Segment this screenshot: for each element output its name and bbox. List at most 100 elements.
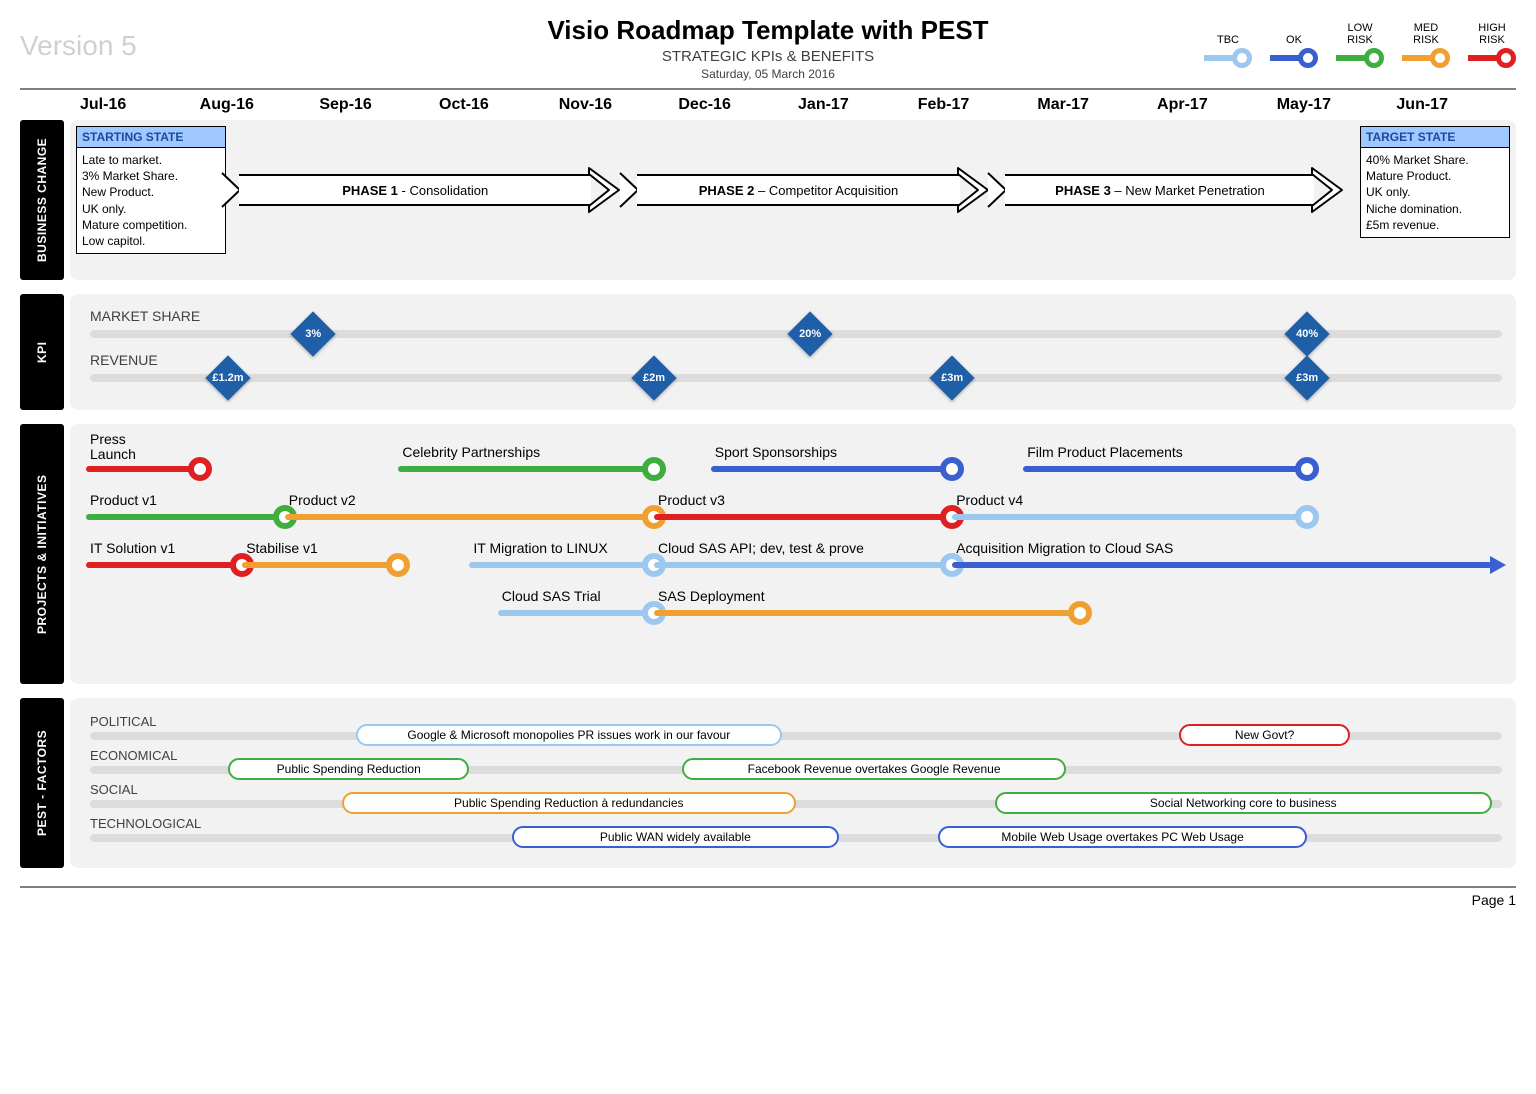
- lane-pest: PEST - FACTORS POLITICALGoogle & Microso…: [20, 698, 1516, 868]
- project-bar: [86, 466, 200, 472]
- header: Version 5 Visio Roadmap Template with PE…: [20, 10, 1516, 90]
- month-label: Oct-16: [439, 96, 559, 114]
- lane-business-change: BUSINESS CHANGE STARTING STATELate to ma…: [20, 120, 1516, 280]
- milestone-node: [940, 457, 964, 481]
- project-bar: [654, 514, 952, 520]
- legend-item: MEDRISK: [1402, 20, 1450, 70]
- roadmap-page: Version 5 Visio Roadmap Template with PE…: [0, 0, 1536, 928]
- lane-body-projects: PressLaunchCelebrity PartnershipsSport S…: [70, 424, 1516, 684]
- phase-label: PHASE 1 - Consolidation: [239, 174, 591, 206]
- project-bar-label: PressLaunch: [90, 432, 136, 463]
- project-bar: [654, 610, 1080, 616]
- pest-row: ECONOMICAL Public Spending Reduction Faceb…: [86, 746, 1506, 780]
- project-bar: [711, 466, 952, 472]
- kpi-diamond-value: £1.2m: [206, 356, 250, 400]
- pest-pill: New Govt?: [1179, 724, 1349, 746]
- project-row: IT Solution v1Stabilise v1IT Migration t…: [86, 534, 1506, 582]
- kpi-diamond: 40%: [1285, 312, 1329, 356]
- pest-pill: Public Spending Reduction à redundancies: [342, 792, 796, 814]
- legend-label: TBC: [1217, 20, 1239, 46]
- legend-item: LOWRISK: [1336, 20, 1384, 70]
- lane-label-pest: PEST - FACTORS: [20, 698, 64, 868]
- lane-body-kpi: MARKET SHARE3%20%40%REVENUE£1.2m£2m£3m£3…: [70, 294, 1516, 410]
- legend-mark: [1402, 46, 1450, 70]
- project-bar: [952, 562, 1492, 568]
- milestone-node: [642, 457, 666, 481]
- pest-pill: Public Spending Reduction: [228, 758, 469, 780]
- footer: Page 1: [20, 886, 1516, 908]
- month-label: Dec-16: [678, 96, 798, 114]
- project-bar-label: Stabilise v1: [246, 540, 318, 556]
- phase-arrow: PHASE 1 - Consolidation: [229, 168, 619, 212]
- month-label: May-17: [1277, 96, 1397, 114]
- month-header: Jul-16Aug-16Sep-16Oct-16Nov-16Dec-16Jan-…: [20, 90, 1516, 120]
- lane-label-business-change: BUSINESS CHANGE: [20, 120, 64, 280]
- pest-pill: Google & Microsoft monopolies PR issues …: [356, 724, 782, 746]
- project-bar-label: Product v2: [289, 492, 356, 508]
- project-bar: [952, 514, 1307, 520]
- target-state-body: 40% Market Share. Mature Product. UK onl…: [1361, 148, 1509, 237]
- kpi-diamond: £2m: [632, 356, 676, 400]
- legend-item: TBC: [1204, 20, 1252, 70]
- project-bar: [469, 562, 654, 568]
- project-bar-label: Product v1: [90, 492, 157, 508]
- phase-arrow: PHASE 3 – New Market Penetration: [995, 168, 1342, 212]
- pest-row: SOCIALPublic Spending Reduction à redund…: [86, 780, 1506, 814]
- project-bar-label: IT Solution v1: [90, 540, 175, 556]
- project-bar-label: SAS Deployment: [658, 588, 765, 604]
- project-bar: [398, 466, 654, 472]
- legend-label: OK: [1286, 20, 1302, 46]
- month-label: Aug-16: [200, 96, 320, 114]
- starting-state-box: STARTING STATELate to market. 3% Market …: [76, 126, 226, 254]
- page-number: Page 1: [1472, 892, 1516, 908]
- kpi-diamond: £1.2m: [206, 356, 250, 400]
- swimlanes: BUSINESS CHANGE STARTING STATELate to ma…: [20, 120, 1516, 868]
- project-bar: [654, 562, 952, 568]
- project-bar-label: Film Product Placements: [1027, 444, 1183, 460]
- project-bar-label: Cloud SAS Trial: [502, 588, 601, 604]
- milestone-node: [188, 457, 212, 481]
- kpi-diamond: £3m: [1285, 356, 1329, 400]
- starting-state-title: STARTING STATE: [77, 127, 225, 148]
- month-label: Apr-17: [1157, 96, 1277, 114]
- milestone-node: [386, 553, 410, 577]
- month-label: Feb-17: [918, 96, 1038, 114]
- legend-label: MEDRISK: [1413, 20, 1439, 46]
- month-label: Sep-16: [319, 96, 439, 114]
- legend-label: HIGHRISK: [1478, 20, 1506, 46]
- legend-item: OK: [1270, 20, 1318, 70]
- phase-label: PHASE 3 – New Market Penetration: [1005, 174, 1314, 206]
- target-state-title: TARGET STATE: [1361, 127, 1509, 148]
- milestone-node: [1295, 505, 1319, 529]
- legend-mark: [1270, 46, 1318, 70]
- phase-tail-icon: [987, 172, 1007, 208]
- project-row: PressLaunchCelebrity PartnershipsSport S…: [86, 438, 1506, 486]
- project-bar: [285, 514, 654, 520]
- pest-pill: Facebook Revenue overtakes Google Revenu…: [682, 758, 1065, 780]
- pest-label: ECONOMICAL: [90, 748, 177, 763]
- pest-row: TECHNOLOGICALPublic WAN widely available…: [86, 814, 1506, 848]
- lane-body-business-change: STARTING STATELate to market. 3% Market …: [70, 120, 1516, 280]
- kpi-diamond-value: £2m: [632, 356, 676, 400]
- project-bar-label: Cloud SAS API; dev, test & prove: [658, 540, 864, 556]
- starting-state-body: Late to market. 3% Market Share. New Pro…: [77, 148, 225, 253]
- lane-kpi: KPI MARKET SHARE3%20%40%REVENUE£1.2m£2m£…: [20, 294, 1516, 410]
- legend-mark: [1468, 46, 1516, 70]
- lane-label-kpi: KPI: [20, 294, 64, 410]
- project-bar-label: Product v4: [956, 492, 1023, 508]
- legend-mark: [1204, 46, 1252, 70]
- pest-label: TECHNOLOGICAL: [90, 816, 201, 831]
- phase-tail-icon: [221, 172, 241, 208]
- legend-label: LOWRISK: [1347, 20, 1373, 46]
- pest-pill: Social Networking core to business: [995, 792, 1492, 814]
- project-bar: [86, 514, 285, 520]
- kpi-diamond: 3%: [291, 312, 335, 356]
- month-label: Jul-16: [80, 96, 200, 114]
- kpi-label: MARKET SHARE: [90, 308, 200, 324]
- project-bar: [1023, 466, 1307, 472]
- project-bar-label: Acquisition Migration to Cloud SAS: [956, 540, 1173, 556]
- phase-label: PHASE 2 – Competitor Acquisition: [637, 174, 961, 206]
- kpi-diamond-value: £3m: [1285, 356, 1329, 400]
- phase-head-icon: [1310, 166, 1344, 214]
- project-bar: [498, 610, 654, 616]
